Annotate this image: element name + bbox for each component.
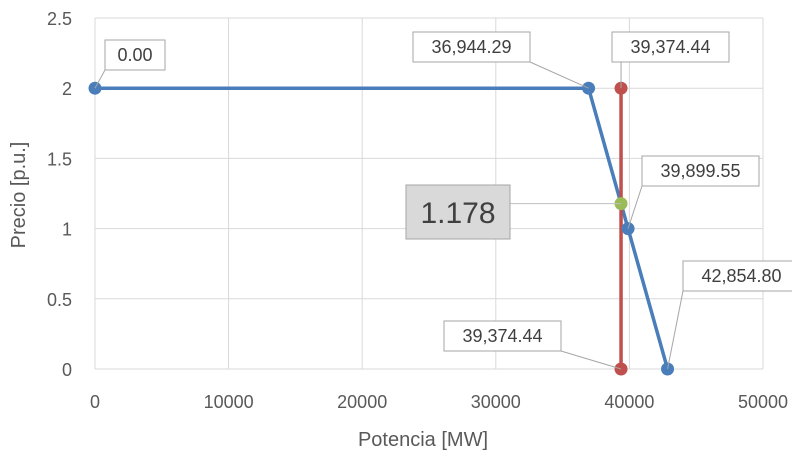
label-leader xyxy=(529,61,589,89)
tick-labels: 0 0.5 1 1.5 2 2.5 0 10000 20000 30000 40000 50000 xyxy=(47,9,788,412)
data-label-box xyxy=(412,31,531,63)
data-label-box xyxy=(104,39,166,71)
label-leader xyxy=(560,350,622,370)
series-line-1 xyxy=(95,86,670,370)
data-label: 42,854.80 xyxy=(701,266,781,286)
y-tick-label: 1.5 xyxy=(47,149,72,169)
y-tick-label: 0 xyxy=(62,360,72,380)
data-label: 0.00 xyxy=(117,45,152,65)
y-tick-label: 2 xyxy=(62,79,72,99)
y-tick-label: 1 xyxy=(62,220,72,240)
y-tick-label: 2.5 xyxy=(47,9,72,29)
data-label-box xyxy=(405,184,511,240)
data-label-box xyxy=(611,31,730,63)
data-label-box xyxy=(682,260,792,292)
x-tick-label: 10000 xyxy=(204,392,254,412)
y-tick-label: 0.5 xyxy=(47,290,72,310)
x-tick-label: 50000 xyxy=(738,392,788,412)
data-label: 39,899.55 xyxy=(660,161,740,181)
label-leader xyxy=(627,185,643,229)
data-label-box xyxy=(641,155,760,187)
x-tick-label: 20000 xyxy=(337,392,387,412)
label-leader xyxy=(94,69,106,89)
data-label: 39,374.44 xyxy=(462,326,542,346)
y-axis-label: Precio [p.u.] xyxy=(8,142,30,249)
data-label: 39,374.44 xyxy=(630,37,710,57)
x-tick-label: 40000 xyxy=(604,392,654,412)
data-label: 36,944.29 xyxy=(431,37,511,57)
data-labels: 0.00 36,944.29 39,899.55 42,854.80 39,374.44… xyxy=(94,31,792,370)
label-leader xyxy=(667,290,684,370)
data-label: 1.178 xyxy=(420,197,495,230)
x-axis-label: Potencia [MW] xyxy=(358,429,488,450)
x-tick-label: 30000 xyxy=(471,392,521,412)
data-label-box xyxy=(443,320,562,352)
x-tick-label: 0 xyxy=(90,392,100,412)
